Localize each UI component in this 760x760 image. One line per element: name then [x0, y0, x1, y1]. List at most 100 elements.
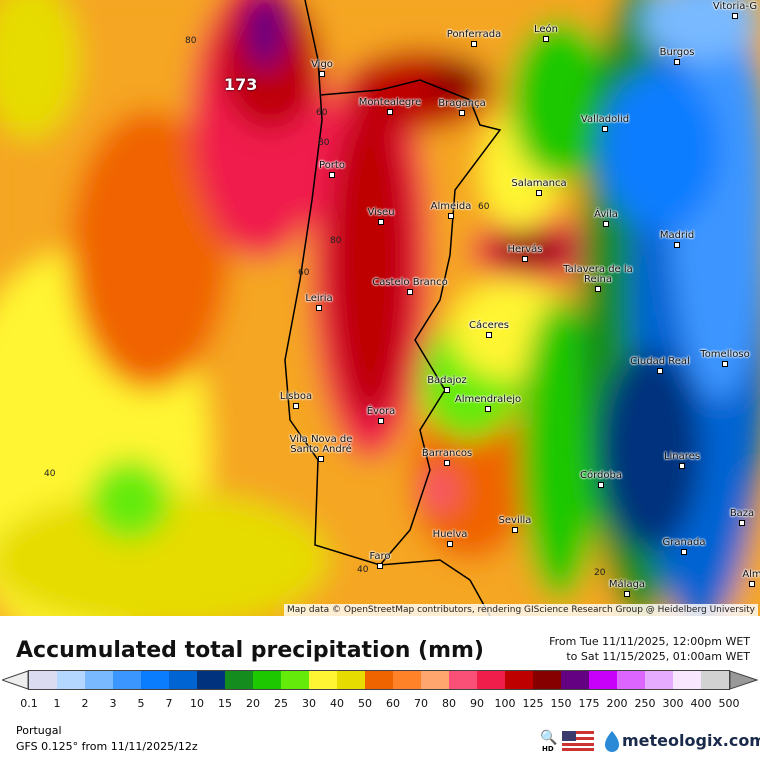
city-label: Lisboa	[256, 392, 336, 410]
city-label: Málaga	[587, 580, 667, 598]
us-flag-icon[interactable]	[562, 731, 594, 751]
city-name: Ciudad Real	[630, 356, 690, 367]
legend-swatch	[701, 671, 729, 689]
contour-label: 40	[44, 469, 56, 479]
city-name: Lisboa	[279, 391, 313, 402]
city-marker	[316, 305, 322, 311]
legend-tick: 400	[690, 697, 712, 710]
city-marker	[681, 549, 687, 555]
city-marker	[471, 41, 477, 47]
contour-label: 60	[316, 108, 328, 118]
city-label: Talavera de la Reina	[563, 265, 633, 293]
city-name: Tomelloso	[700, 349, 750, 360]
city-marker	[318, 456, 324, 462]
city-marker	[739, 520, 745, 526]
precipitation-map[interactable]: 173 80 60 80 60 80 60 40 40 20 Vitoria-G…	[0, 0, 760, 616]
map-attribution: Map data © OpenStreetMap contributors, r…	[284, 604, 758, 616]
contour-label: 20	[594, 568, 606, 578]
city-name: Málaga	[608, 579, 646, 590]
city-marker	[378, 418, 384, 424]
legend-tick: 3	[109, 697, 117, 710]
city-label: Tomelloso	[685, 350, 760, 368]
city-marker	[602, 126, 608, 132]
legend-tick: 1	[53, 697, 61, 710]
city-marker	[486, 332, 492, 338]
city-marker	[598, 482, 604, 488]
city-name: Huelva	[432, 529, 468, 540]
legend-tick: 5	[137, 697, 145, 710]
city-name: Ávila	[594, 209, 618, 220]
city-label: Madrid	[637, 231, 717, 249]
city-label: Bragança	[422, 99, 502, 117]
contour-label: 80	[330, 236, 342, 246]
legend-swatch	[225, 671, 253, 689]
meteologix-logo-icon	[605, 731, 619, 752]
city-label: Vila Nova de Santo André	[286, 435, 356, 463]
legend-tick: 30	[302, 697, 316, 710]
city-label: Viseu	[341, 208, 421, 226]
legend-swatch	[197, 671, 225, 689]
legend-swatch	[281, 671, 309, 689]
legend-tick: 175	[578, 697, 600, 710]
legend-title: Accumulated total precipitation (mm)	[16, 638, 484, 663]
city-name: Granada	[662, 537, 706, 548]
legend-swatch	[617, 671, 645, 689]
legend-tick: 40	[330, 697, 344, 710]
city-label: Almeida	[411, 202, 491, 220]
city-name: Vitoria-G	[712, 1, 758, 12]
city-label: Linares	[642, 452, 722, 470]
legend-tick: 60	[386, 697, 400, 710]
city-marker	[595, 286, 601, 292]
city-name: Faro	[369, 551, 391, 562]
legend-tick: 25	[274, 697, 288, 710]
legend-tick: 50	[358, 697, 372, 710]
city-name: Sevilla	[498, 515, 532, 526]
city-marker	[447, 541, 453, 547]
hd-zoom-icon[interactable]: 🔍	[540, 730, 558, 746]
city-label: Faro	[340, 552, 420, 570]
legend-swatch	[309, 671, 337, 689]
city-name: Bragança	[438, 98, 486, 109]
city-name: Barrancos	[421, 448, 473, 459]
city-name: Montealegre	[358, 97, 422, 108]
legend-swatch	[561, 671, 589, 689]
brand-logo[interactable]: meteologix.com	[622, 731, 760, 750]
legend-swatch	[113, 671, 141, 689]
city-marker	[603, 221, 609, 227]
contour-label: 80	[318, 138, 330, 148]
city-name: Córdoba	[580, 470, 622, 481]
city-marker	[657, 368, 663, 374]
city-name: Porto	[319, 160, 345, 171]
city-marker	[536, 190, 542, 196]
legend-tick: 80	[442, 697, 456, 710]
contour-label: 60	[478, 202, 490, 212]
city-name: Vila Nova de Santo André	[289, 434, 353, 455]
city-label: Valladolid	[565, 115, 645, 133]
city-label: Vitoria-G	[695, 2, 760, 20]
legend-tick: 7	[165, 697, 173, 710]
hd-label: HD	[542, 745, 554, 753]
city-marker	[543, 36, 549, 42]
city-marker	[674, 59, 680, 65]
city-name: Alm	[742, 569, 760, 580]
city-name: Baza	[729, 508, 755, 519]
max-value-label: 173	[224, 75, 258, 94]
city-name: Leiria	[305, 293, 333, 304]
legend-tick: 500	[718, 697, 740, 710]
legend-tick: 250	[634, 697, 656, 710]
city-marker	[679, 463, 685, 469]
city-marker	[512, 527, 518, 533]
city-label: Barrancos	[407, 449, 487, 467]
legend-tick: 10	[190, 697, 204, 710]
city-name: Almeida	[430, 201, 472, 212]
city-label: Granada	[644, 538, 724, 556]
city-marker	[319, 71, 325, 77]
legend-tick: 2	[81, 697, 89, 710]
city-name: Valladolid	[580, 114, 630, 125]
legend-tick: 300	[662, 697, 684, 710]
legend-tick: 125	[522, 697, 544, 710]
city-label: Ciudad Real	[620, 357, 700, 375]
legend-max-arrow	[730, 670, 758, 690]
city-label: Leiria	[279, 294, 359, 312]
city-label: Ávila	[566, 210, 646, 228]
